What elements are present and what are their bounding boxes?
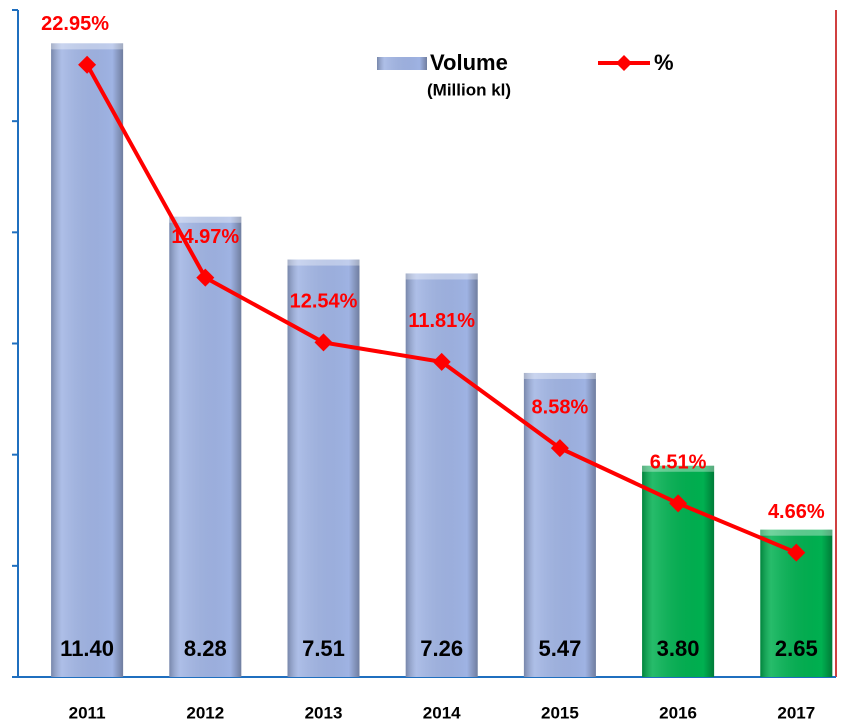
- bar-label: 8.28: [184, 636, 227, 661]
- marker: [196, 268, 215, 287]
- bar-label: 2.65: [775, 636, 818, 661]
- legend-marker: [616, 55, 632, 71]
- point-label: 11.81%: [408, 310, 475, 332]
- bar-label: 7.51: [302, 636, 345, 661]
- bar-label: 3.80: [657, 636, 700, 661]
- marker: [787, 543, 806, 562]
- marker: [78, 55, 97, 74]
- bar-bevel: [642, 465, 715, 472]
- bar-label: 11.40: [60, 636, 114, 661]
- bar-bevel: [169, 216, 242, 223]
- marker: [432, 352, 451, 371]
- bar-shade: [287, 259, 360, 677]
- bar-bevel: [405, 273, 478, 280]
- marker: [669, 494, 688, 513]
- x-tick-label: 2015: [541, 703, 579, 722]
- bar-bevel: [287, 259, 360, 266]
- x-tick-label: 2014: [423, 703, 461, 722]
- bar-bevel: [760, 529, 833, 536]
- point-label: 4.66%: [768, 501, 825, 523]
- point-label: 22.95%: [41, 13, 109, 35]
- bar-bevel: [51, 43, 124, 50]
- x-tick-label: 2013: [305, 703, 343, 722]
- point-label: 14.97%: [171, 226, 239, 248]
- x-tick-label: 2012: [186, 703, 224, 722]
- bar-bevel: [523, 372, 596, 379]
- bar-shade: [405, 273, 478, 677]
- legend-label: Volume: [430, 50, 508, 75]
- bar-shade: [169, 216, 242, 677]
- x-tick-label: 2016: [659, 703, 697, 722]
- x-tick-label: 2017: [777, 703, 815, 722]
- legend-unit: (Million kl): [427, 80, 511, 99]
- bar-label: 7.26: [420, 636, 463, 661]
- bar-shade: [523, 372, 596, 677]
- legend-label: %: [654, 50, 674, 75]
- marker: [314, 333, 333, 352]
- x-tick-label: 2011: [69, 703, 106, 722]
- legend-swatch-shade: [377, 57, 427, 70]
- bar-shade: [51, 43, 124, 678]
- point-label: 12.54%: [290, 291, 358, 313]
- marker: [550, 439, 569, 458]
- point-label: 6.51%: [650, 452, 707, 474]
- point-label: 8.58%: [532, 396, 589, 418]
- bar-label: 5.47: [538, 636, 581, 661]
